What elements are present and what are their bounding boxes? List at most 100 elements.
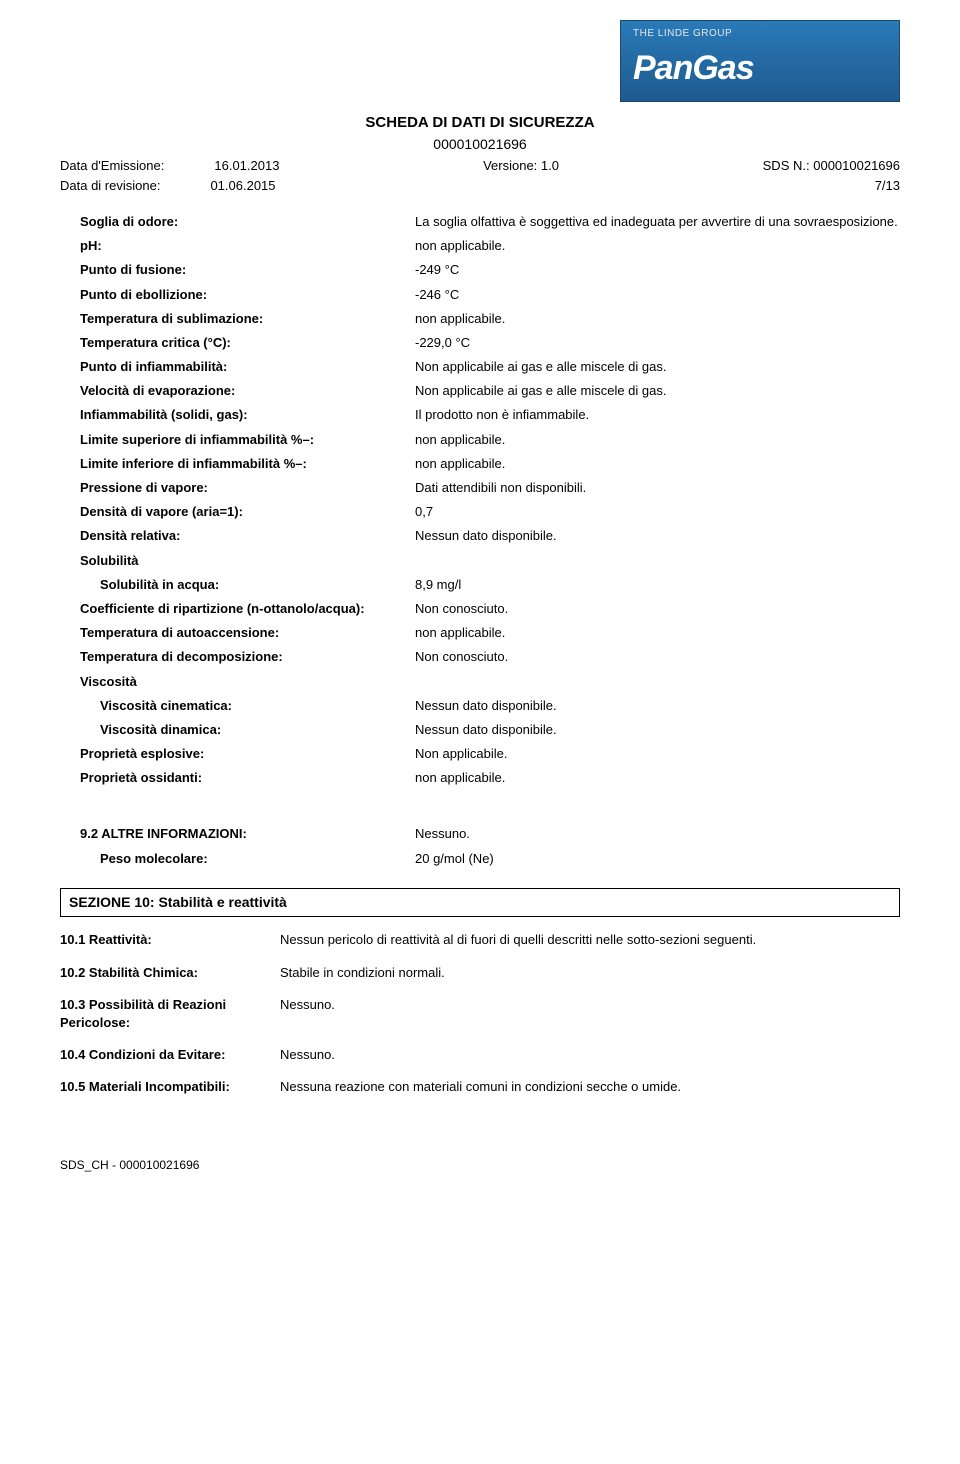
property-value: Nessun dato disponibile. — [415, 721, 900, 739]
section10-label: 10.4 Condizioni da Evitare: — [60, 1046, 280, 1064]
property-value: La soglia olfattiva è soggettiva ed inad… — [415, 213, 900, 231]
property-label: Viscosità — [80, 673, 415, 691]
property-label: Punto di fusione: — [80, 261, 415, 279]
section10-row: 10.3 Possibilità di Reazioni Pericolose:… — [60, 996, 900, 1032]
property-value: Non conosciuto. — [415, 648, 900, 666]
property-value: non applicabile. — [415, 237, 900, 255]
property-label: Proprietà ossidanti: — [80, 769, 415, 787]
logo-brand: PanGas — [633, 45, 887, 93]
section-10-title: SEZIONE 10: Stabilità e reattività — [60, 888, 900, 918]
property-row: Pressione di vapore:Dati attendibili non… — [80, 479, 900, 497]
property-row: Infiammabilità (solidi, gas):Il prodotto… — [80, 406, 900, 424]
property-label: pH: — [80, 237, 415, 255]
property-row: Punto di fusione:-249 °C — [80, 261, 900, 279]
property-label: Temperatura di autoaccensione: — [80, 624, 415, 642]
property-row: Viscosità dinamica:Nessun dato disponibi… — [80, 721, 900, 739]
property-label: Solubilità — [80, 552, 415, 570]
section10-label: 10.1 Reattività: — [60, 931, 280, 949]
property-value: Nessun dato disponibile. — [415, 697, 900, 715]
property-value: 8,9 mg/l — [415, 576, 900, 594]
property-row: Velocità di evaporazione:Non applicabile… — [80, 382, 900, 400]
property-row: Punto di ebollizione:-246 °C — [80, 286, 900, 304]
section-10-list: 10.1 Reattività:Nessun pericolo di reatt… — [60, 931, 900, 1096]
property-row: Coefficiente di ripartizione (n-ottanolo… — [80, 600, 900, 618]
property-row: Solubilità in acqua:8,9 mg/l — [80, 576, 900, 594]
sds-value: 000010021696 — [813, 158, 900, 173]
property-row: Temperatura critica (°C):-229,0 °C — [80, 334, 900, 352]
property-label: Velocità di evaporazione: — [80, 382, 415, 400]
version-label: Versione: — [483, 158, 537, 173]
other-info-block: 9.2 ALTRE INFORMAZIONI: Nessuno. Peso mo… — [80, 825, 900, 867]
document-title: SCHEDA DI DATI DI SICUREZZA — [60, 112, 900, 133]
section10-row: 10.4 Condizioni da Evitare:Nessuno. — [60, 1046, 900, 1064]
property-row: Viscosità cinematica:Nessun dato disponi… — [80, 697, 900, 715]
section10-row: 10.5 Materiali Incompatibili:Nessuna rea… — [60, 1078, 900, 1096]
page-number: 7/13 — [875, 177, 900, 195]
revision-date-value: 01.06.2015 — [210, 177, 275, 195]
property-row: Densità relativa:Nessun dato disponibile… — [80, 527, 900, 545]
property-row: Viscosità — [80, 673, 900, 691]
property-value: Non conosciuto. — [415, 600, 900, 618]
property-label: Pressione di vapore: — [80, 479, 415, 497]
sds-label: SDS N.: — [763, 158, 810, 173]
other-info-heading: 9.2 ALTRE INFORMAZIONI: — [80, 825, 415, 843]
property-row: Temperatura di autoaccensione:non applic… — [80, 624, 900, 642]
property-row: Proprietà esplosive:Non applicabile. — [80, 745, 900, 763]
section10-label: 10.2 Stabilità Chimica: — [60, 964, 280, 982]
property-value: Dati attendibili non disponibili. — [415, 479, 900, 497]
property-row: pH:non applicabile. — [80, 237, 900, 255]
section10-label: 10.5 Materiali Incompatibili: — [60, 1078, 280, 1096]
property-value: Non applicabile ai gas e alle miscele di… — [415, 382, 900, 400]
property-value: non applicabile. — [415, 769, 900, 787]
molecular-weight-value: 20 g/mol (Ne) — [415, 850, 900, 868]
property-value — [415, 552, 900, 570]
property-value: 0,7 — [415, 503, 900, 521]
property-row: Temperatura di sublimazione:non applicab… — [80, 310, 900, 328]
property-row: Punto di infiammabilità:Non applicabile … — [80, 358, 900, 376]
other-info-heading-value: Nessuno. — [415, 825, 900, 843]
property-label: Viscosità cinematica: — [80, 697, 415, 715]
property-value: Nessun dato disponibile. — [415, 527, 900, 545]
property-row: Solubilità — [80, 552, 900, 570]
property-value: non applicabile. — [415, 624, 900, 642]
property-label: Soglia di odore: — [80, 213, 415, 231]
property-row: Limite inferiore di infiammabilità %–:no… — [80, 455, 900, 473]
revision-date-label: Data di revisione: — [60, 177, 160, 195]
property-label: Limite inferiore di infiammabilità %–: — [80, 455, 415, 473]
property-label: Proprietà esplosive: — [80, 745, 415, 763]
property-value: Non applicabile ai gas e alle miscele di… — [415, 358, 900, 376]
property-row: Limite superiore di infiammabilità %–:no… — [80, 431, 900, 449]
property-label: Coefficiente di ripartizione (n-ottanolo… — [80, 600, 415, 618]
property-label: Limite superiore di infiammabilità %–: — [80, 431, 415, 449]
property-label: Punto di ebollizione: — [80, 286, 415, 304]
property-value: -246 °C — [415, 286, 900, 304]
property-value: -229,0 °C — [415, 334, 900, 352]
section10-row: 10.2 Stabilità Chimica:Stabile in condiz… — [60, 964, 900, 982]
property-label: Infiammabilità (solidi, gas): — [80, 406, 415, 424]
property-value: non applicabile. — [415, 310, 900, 328]
property-row: Proprietà ossidanti:non applicabile. — [80, 769, 900, 787]
property-label: Solubilità in acqua: — [80, 576, 415, 594]
property-value: non applicabile. — [415, 431, 900, 449]
property-label: Densità di vapore (aria=1): — [80, 503, 415, 521]
section10-label: 10.3 Possibilità di Reazioni Pericolose: — [60, 996, 280, 1032]
properties-list: Soglia di odore:La soglia olfattiva è so… — [80, 213, 900, 788]
document-number: 000010021696 — [60, 135, 900, 155]
section10-value: Nessuna reazione con materiali comuni in… — [280, 1078, 900, 1096]
issue-date-label: Data d'Emissione: — [60, 157, 164, 175]
property-value: Il prodotto non è infiammabile. — [415, 406, 900, 424]
section10-row: 10.1 Reattività:Nessun pericolo di reatt… — [60, 931, 900, 949]
logo-container: THE LINDE GROUP PanGas — [60, 20, 900, 102]
molecular-weight-label: Peso molecolare: — [80, 850, 415, 868]
version-value: 1.0 — [541, 158, 559, 173]
meta-row-1: Data d'Emissione: 16.01.2013 Versione: 1… — [60, 157, 900, 175]
property-label: Temperatura di decomposizione: — [80, 648, 415, 666]
property-label: Viscosità dinamica: — [80, 721, 415, 739]
brand-logo: THE LINDE GROUP PanGas — [620, 20, 900, 102]
section10-value: Nessuno. — [280, 1046, 900, 1064]
section10-value: Stabile in condizioni normali. — [280, 964, 900, 982]
property-label: Densità relativa: — [80, 527, 415, 545]
issue-date-value: 16.01.2013 — [214, 157, 279, 175]
property-row: Soglia di odore:La soglia olfattiva è so… — [80, 213, 900, 231]
section10-value: Nessun pericolo di reattività al di fuor… — [280, 931, 900, 949]
